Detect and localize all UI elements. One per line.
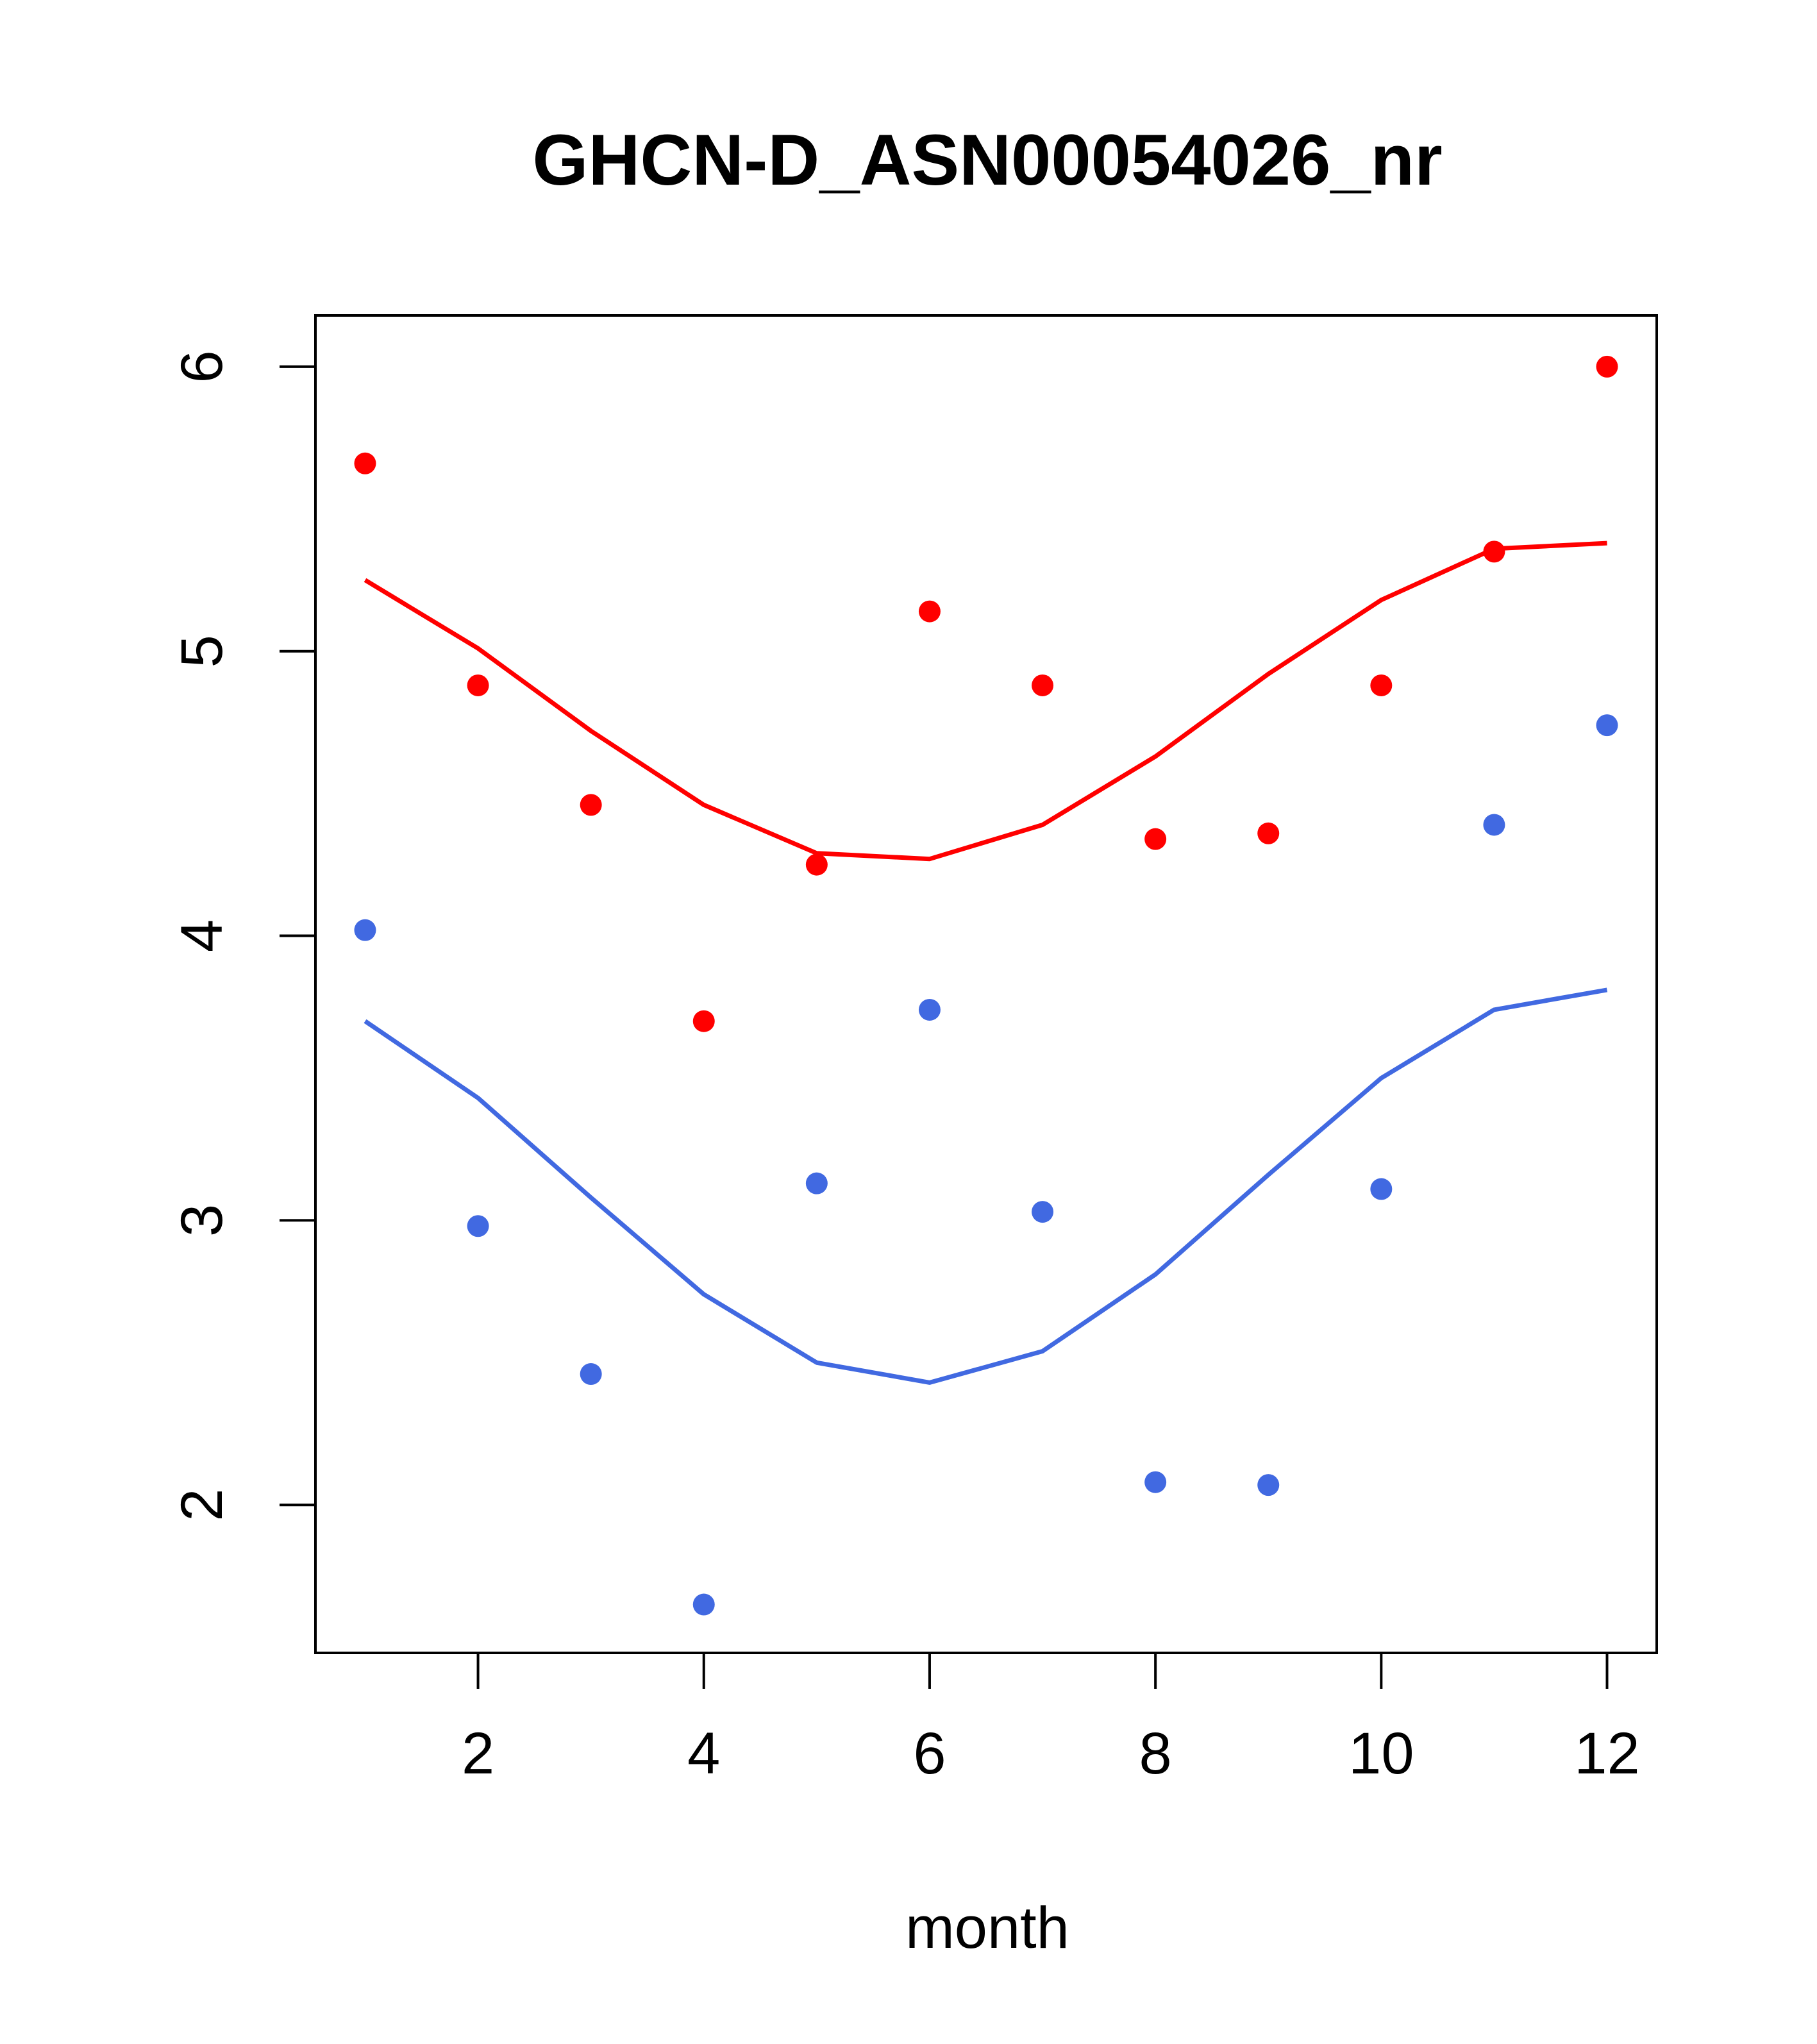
y-tick-label: 5 [169, 635, 235, 667]
series-2-point [805, 1172, 828, 1194]
series-2-point [692, 1593, 715, 1616]
series-1-point [1257, 822, 1280, 844]
x-axis-label: month [905, 1895, 1069, 1961]
series-2-point [580, 1363, 602, 1386]
series-1-point [805, 853, 828, 876]
x-tick-label: 2 [462, 1721, 494, 1786]
series-1-point [1596, 355, 1618, 378]
series-2-line [364, 987, 1608, 1385]
y-tick-label: 6 [169, 350, 235, 383]
x-tick-label: 12 [1574, 1721, 1639, 1786]
chart-title: GHCN-D_ASN00054026_nr [532, 120, 1442, 200]
plot-frame [314, 314, 1658, 1654]
series-1-point [918, 600, 941, 623]
series-1-line [364, 540, 1607, 862]
series-2-point [1257, 1474, 1280, 1496]
y-tick-label: 2 [169, 1489, 235, 1521]
series-1 [354, 355, 1618, 1032]
series-1-point [580, 794, 602, 816]
series-2-point [1032, 1201, 1054, 1223]
series-2-point [1596, 714, 1618, 737]
series-2 [354, 714, 1618, 1616]
series-1-point [1032, 674, 1054, 696]
y-tick-label: 4 [169, 919, 235, 952]
series-2-point [1370, 1178, 1393, 1200]
x-tick-label: 10 [1348, 1721, 1414, 1786]
series-2-point [467, 1215, 489, 1237]
series-1-point [354, 452, 376, 474]
series-1-point [467, 674, 489, 696]
series-2-point [1483, 814, 1505, 836]
series-layer [354, 355, 1618, 1616]
x-tick-label: 8 [1139, 1721, 1172, 1786]
series-1-point [1370, 674, 1393, 696]
x-tick-label: 4 [687, 1721, 720, 1786]
series-2-point [354, 919, 376, 941]
series-1-point [692, 1010, 715, 1032]
series-1-point [1483, 540, 1505, 563]
x-tick-label: 6 [913, 1721, 946, 1786]
series-2-point [918, 998, 941, 1021]
series-1-point [1144, 828, 1167, 850]
x-axis: 2 4 6 8 10 12 [462, 1653, 1640, 1786]
y-tick-label: 3 [169, 1204, 235, 1237]
y-axis: 2 3 4 5 6 [169, 350, 315, 1521]
series-2-point [1144, 1471, 1167, 1493]
